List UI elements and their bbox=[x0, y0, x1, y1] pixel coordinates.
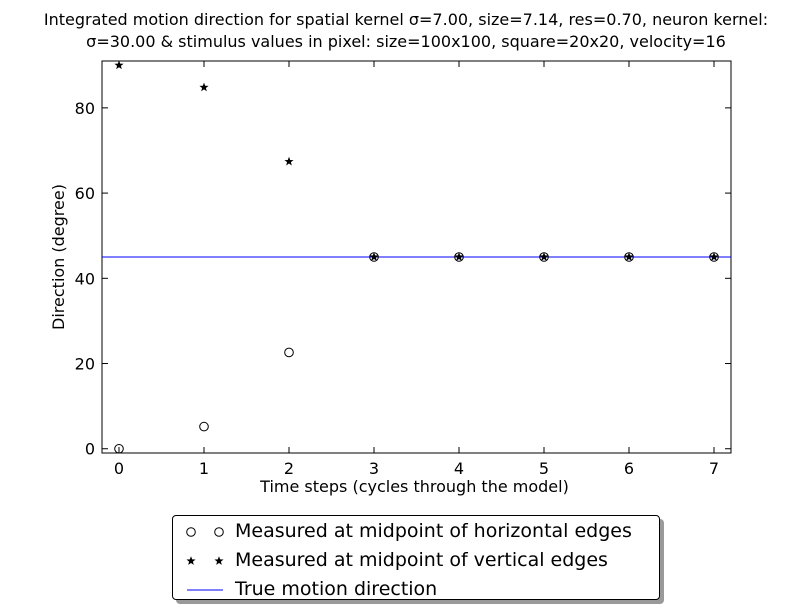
vertical-edge-point bbox=[114, 60, 124, 70]
vertical-edge-point bbox=[199, 82, 209, 92]
chart-title-line-2: σ=30.00 & stimulus values in pixel: size… bbox=[86, 32, 726, 51]
legend-label-vertical: Measured at midpoint of vertical edges bbox=[235, 549, 608, 571]
legend-entry-horizontal: Measured at midpoint of horizontal edges bbox=[173, 517, 659, 546]
y-tick-label: 40 bbox=[75, 269, 95, 288]
x-tick-label: 2 bbox=[284, 459, 294, 478]
x-tick-label: 0 bbox=[114, 459, 124, 478]
y-axis-label: Direction (degree) bbox=[49, 184, 68, 330]
horizontal-edge-point bbox=[284, 347, 294, 358]
y-tick-label: 0 bbox=[85, 440, 95, 459]
x-tick-label: 3 bbox=[369, 459, 379, 478]
vertical-edge-point bbox=[539, 252, 549, 261]
circle-marker-icon bbox=[186, 527, 224, 537]
vertical-edge-point bbox=[454, 252, 464, 261]
horizontal-edge-point bbox=[199, 421, 209, 432]
horizontal-edge-point bbox=[114, 443, 124, 454]
chart-legend: Measured at midpoint of horizontal edges… bbox=[172, 515, 660, 600]
x-tick-label: 6 bbox=[624, 459, 634, 478]
legend-entry-true-direction: True motion direction bbox=[173, 575, 659, 604]
legend-label-horizontal: Measured at midpoint of horizontal edges bbox=[235, 520, 632, 542]
x-tick-label: 4 bbox=[454, 459, 464, 478]
x-tick-label: 5 bbox=[539, 459, 549, 478]
legend-entry-vertical: Measured at midpoint of vertical edges bbox=[173, 546, 659, 575]
x-tick-label: 7 bbox=[709, 459, 719, 478]
vertical-edge-point bbox=[369, 252, 379, 261]
vertical-edge-point bbox=[709, 252, 719, 261]
y-tick-label: 80 bbox=[75, 99, 95, 118]
x-axis-label: Time steps (cycles through the model) bbox=[259, 477, 569, 496]
x-tick-label: 1 bbox=[199, 459, 209, 478]
vertical-edge-point bbox=[624, 252, 634, 261]
line-marker-icon bbox=[187, 589, 223, 591]
vertical-edge-point bbox=[284, 156, 294, 166]
star-marker-icon bbox=[186, 556, 224, 565]
legend-label-true-direction: True motion direction bbox=[235, 578, 438, 600]
y-tick-label: 20 bbox=[75, 355, 95, 374]
y-tick-label: 60 bbox=[75, 184, 95, 203]
chart-title-line-1: Integrated motion direction for spatial … bbox=[43, 10, 769, 29]
